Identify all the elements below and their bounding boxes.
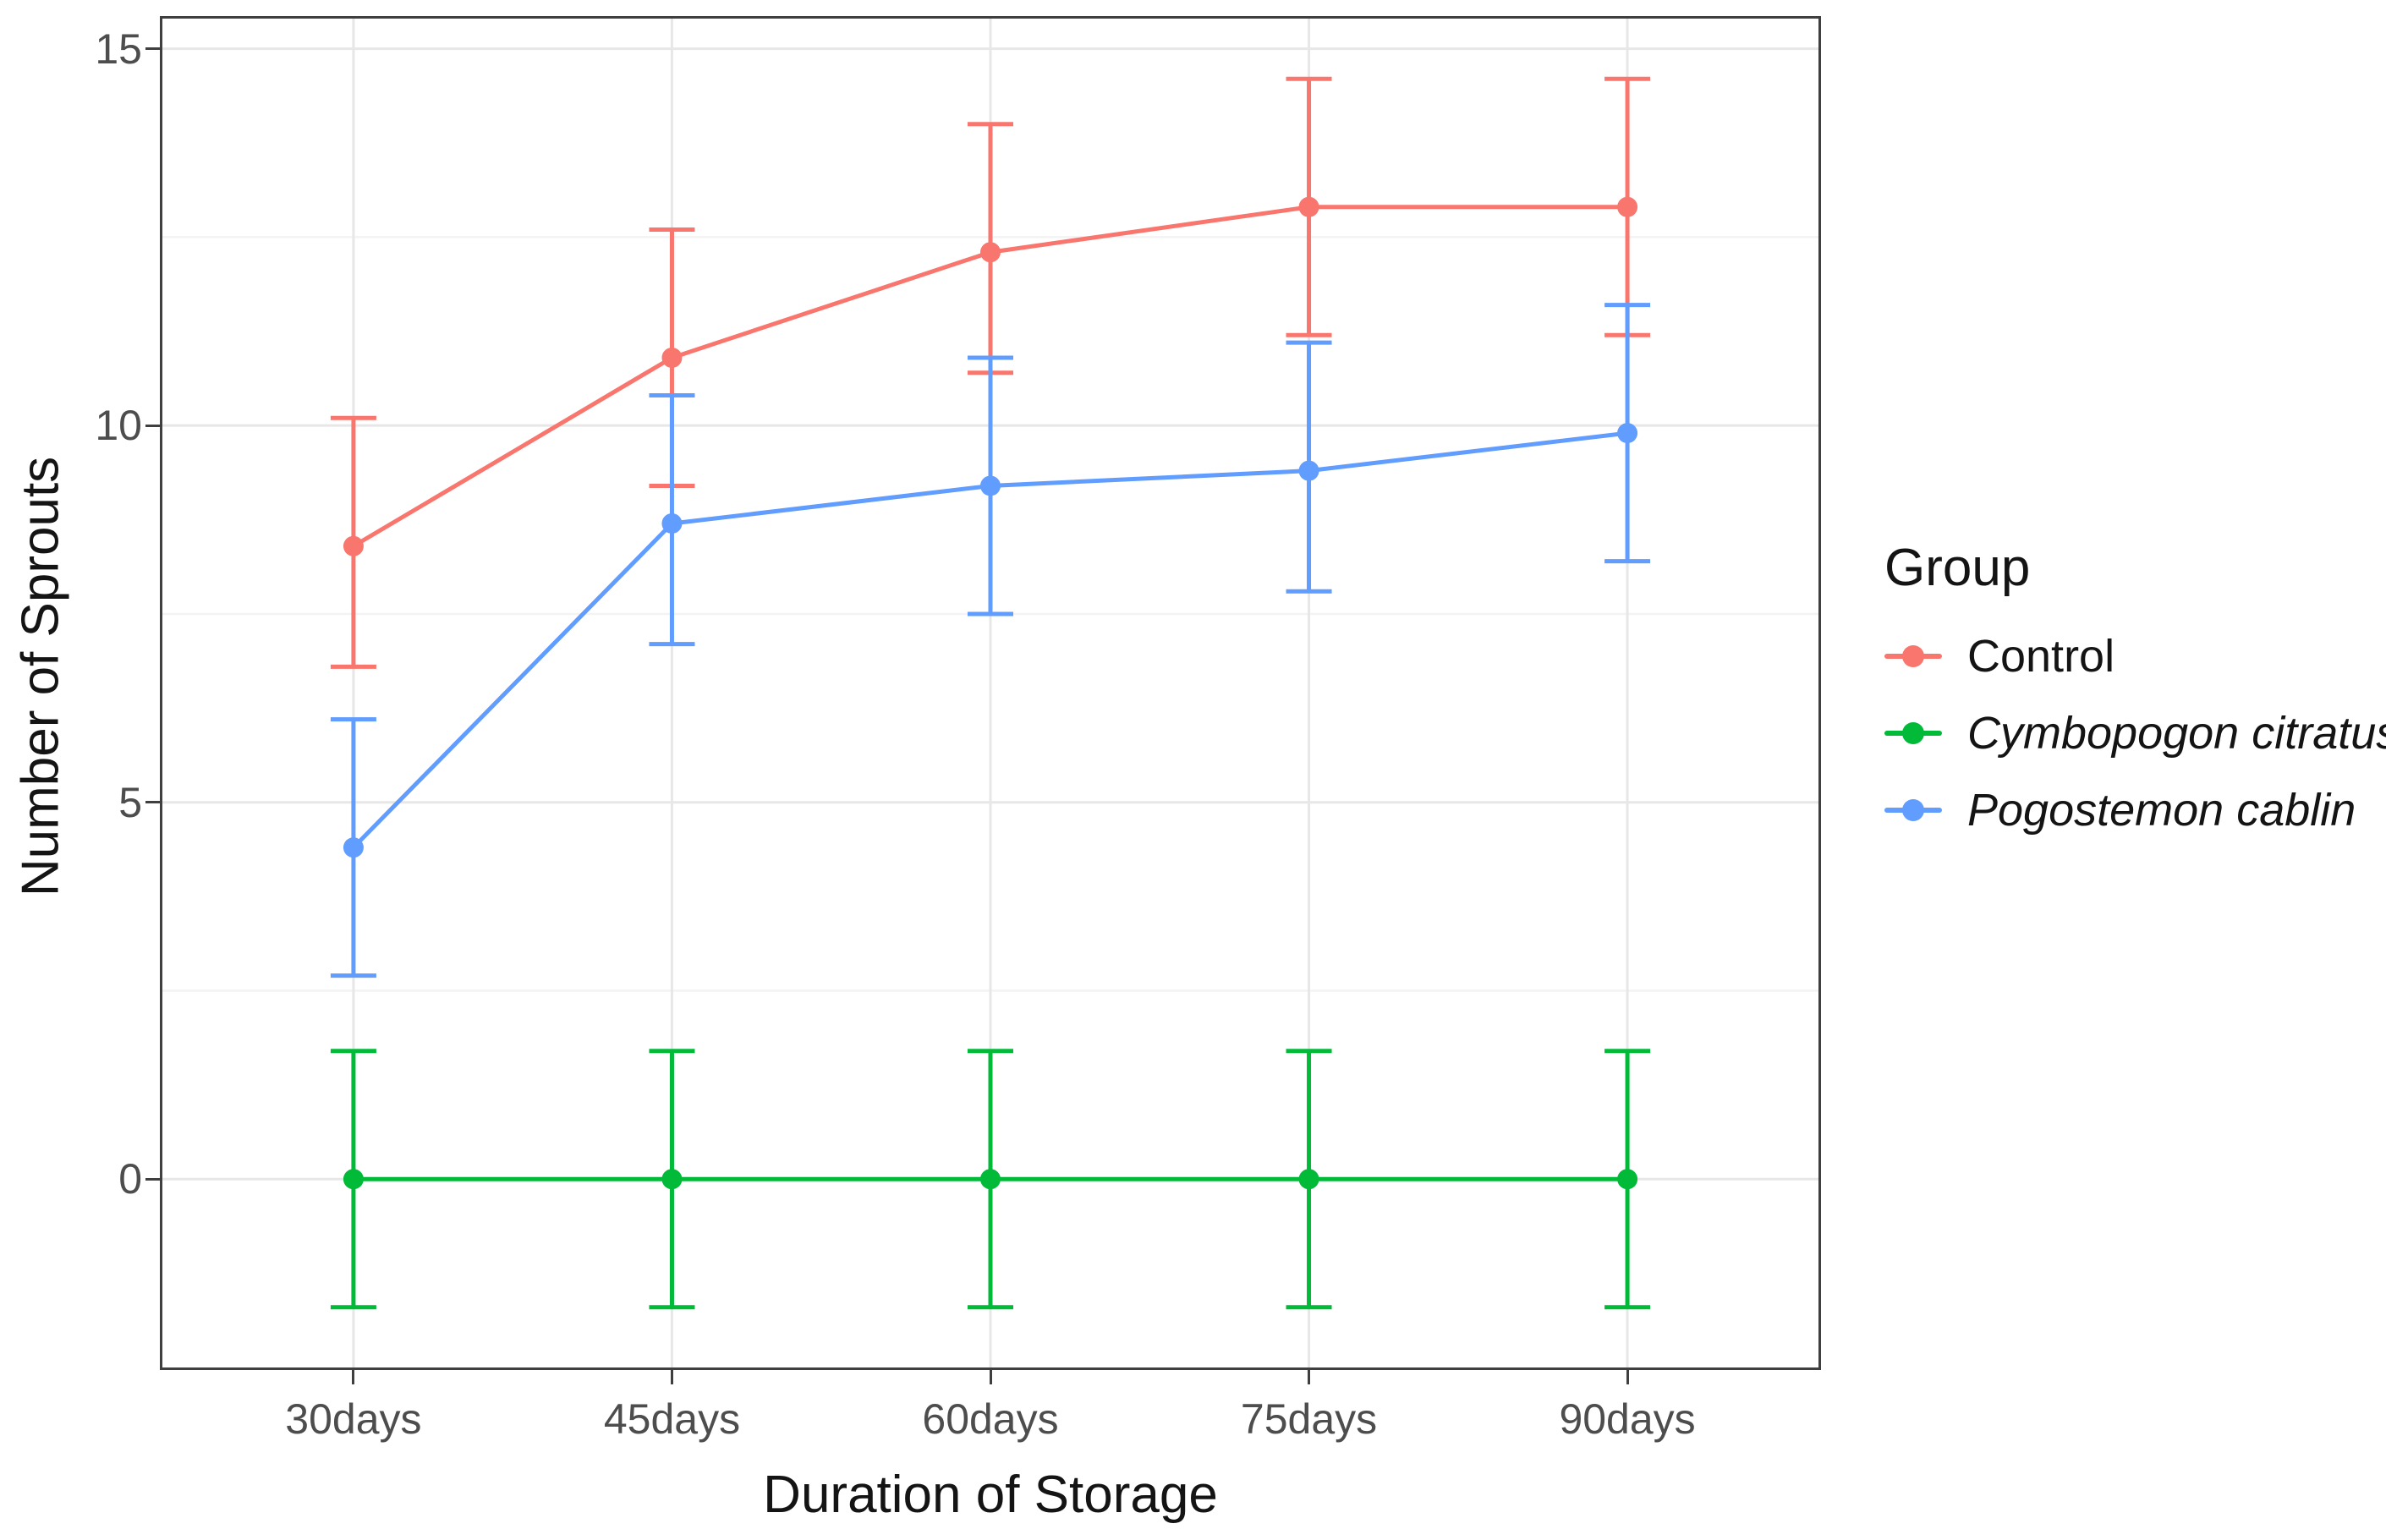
y-tick-label: 0: [118, 1155, 142, 1203]
data-point: [661, 347, 683, 368]
legend-key-line-dot: [1884, 627, 1942, 686]
legend-key-line-dot: [1884, 704, 1942, 763]
data-point: [343, 535, 364, 556]
legend-title: Group: [1884, 539, 2031, 597]
y-tick-mark: [145, 47, 160, 51]
legend: Group Control Cymbopogon citratus Pogost…: [1884, 538, 2386, 840]
data-point: [980, 1169, 1001, 1190]
legend-label-control: Control: [1967, 631, 2115, 682]
data-point: [1617, 1169, 1638, 1190]
data-point: [343, 837, 364, 858]
x-tick-label: 30days: [285, 1395, 422, 1443]
data-point: [1298, 460, 1319, 481]
x-tick-label: 75days: [1240, 1395, 1378, 1443]
x-tick-mark: [1308, 1370, 1311, 1384]
x-axis-title: Duration of Storage: [763, 1466, 1218, 1524]
x-tick-mark: [352, 1370, 355, 1384]
data-point: [661, 1169, 683, 1190]
x-tick-label: 45days: [603, 1395, 741, 1443]
plot-area: [162, 19, 1818, 1367]
legend-key-line-dot: [1884, 781, 1942, 840]
data-point: [1617, 423, 1638, 444]
data-point: [980, 475, 1001, 496]
legend-label-cymbopogon-citratus: Cymbopogon citratus: [1967, 708, 2386, 759]
y-tick-label: 15: [95, 25, 142, 73]
y-axis-title: Number of Sprouts: [11, 456, 70, 897]
x-tick-mark: [1626, 1370, 1629, 1384]
x-tick-label: 90days: [1559, 1395, 1696, 1443]
y-tick-label: 10: [95, 402, 142, 450]
data-point: [343, 1169, 364, 1190]
legend-key-dot: [1902, 722, 1924, 744]
legend-label-pogostemon-cablin: Pogostemon cablin: [1967, 785, 2356, 836]
data-point: [980, 242, 1001, 263]
data-point: [1617, 196, 1638, 217]
legend-item-control: Control: [1884, 627, 2386, 686]
x-tick-label: 60days: [922, 1395, 1059, 1443]
y-tick-label: 5: [118, 778, 142, 826]
y-tick-mark: [145, 801, 160, 804]
data-point: [1298, 1169, 1319, 1190]
legend-item-cymbopogon-citratus: Cymbopogon citratus: [1884, 704, 2386, 763]
plot-panel: [160, 16, 1821, 1370]
legend-key-dot: [1902, 645, 1924, 667]
y-tick-mark: [145, 1177, 160, 1181]
data-point: [1298, 196, 1319, 217]
x-tick-mark: [670, 1370, 673, 1384]
data-point: [661, 513, 683, 534]
y-tick-mark: [145, 424, 160, 427]
x-tick-mark: [989, 1370, 992, 1384]
legend-key-dot: [1902, 799, 1924, 821]
legend-item-pogostemon-cablin: Pogostemon cablin: [1884, 781, 2386, 840]
